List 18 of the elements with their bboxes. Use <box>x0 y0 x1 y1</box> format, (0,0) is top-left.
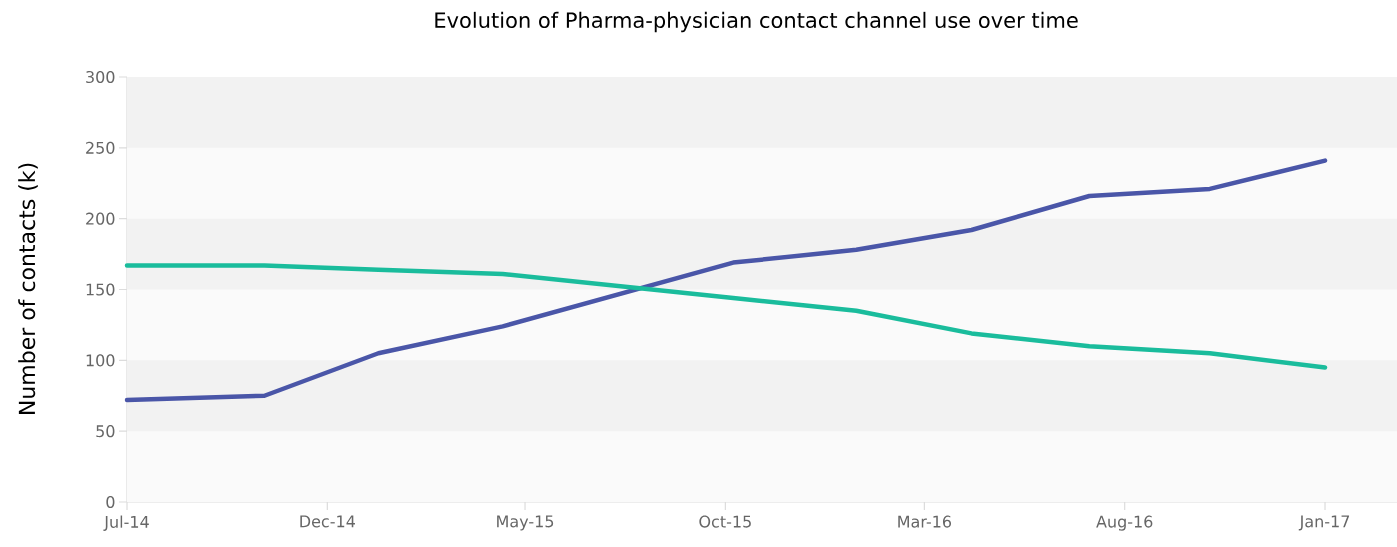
x-tick-label: Jul-14 <box>103 515 149 531</box>
chart-title: Evolution of Pharma-physician contact channel use over time <box>435 11 1078 33</box>
y-tick-label: 50 <box>96 425 115 438</box>
x-tick-label: Jan-17 <box>1298 515 1350 531</box>
x-tick-label: Dec-14 <box>300 515 355 528</box>
y-tick-label: 200 <box>86 212 115 225</box>
x-tick-label: Mar-16 <box>898 515 952 528</box>
x-tick-label: May-15 <box>497 515 554 531</box>
line-series <box>124 263 1328 370</box>
y-axis-title: Number of contacts (k) <box>18 163 38 414</box>
y-tick-label: 250 <box>86 141 115 154</box>
y-tick-label: 150 <box>86 283 115 296</box>
y-tick-label: 100 <box>86 354 115 367</box>
x-tick-label: Oct-15 <box>699 515 751 528</box>
y-tick-label: 0 <box>106 495 115 509</box>
line-series <box>124 158 1328 403</box>
y-tick-label: 300 <box>86 70 115 84</box>
x-tick-label: Aug-16 <box>1096 515 1153 531</box>
